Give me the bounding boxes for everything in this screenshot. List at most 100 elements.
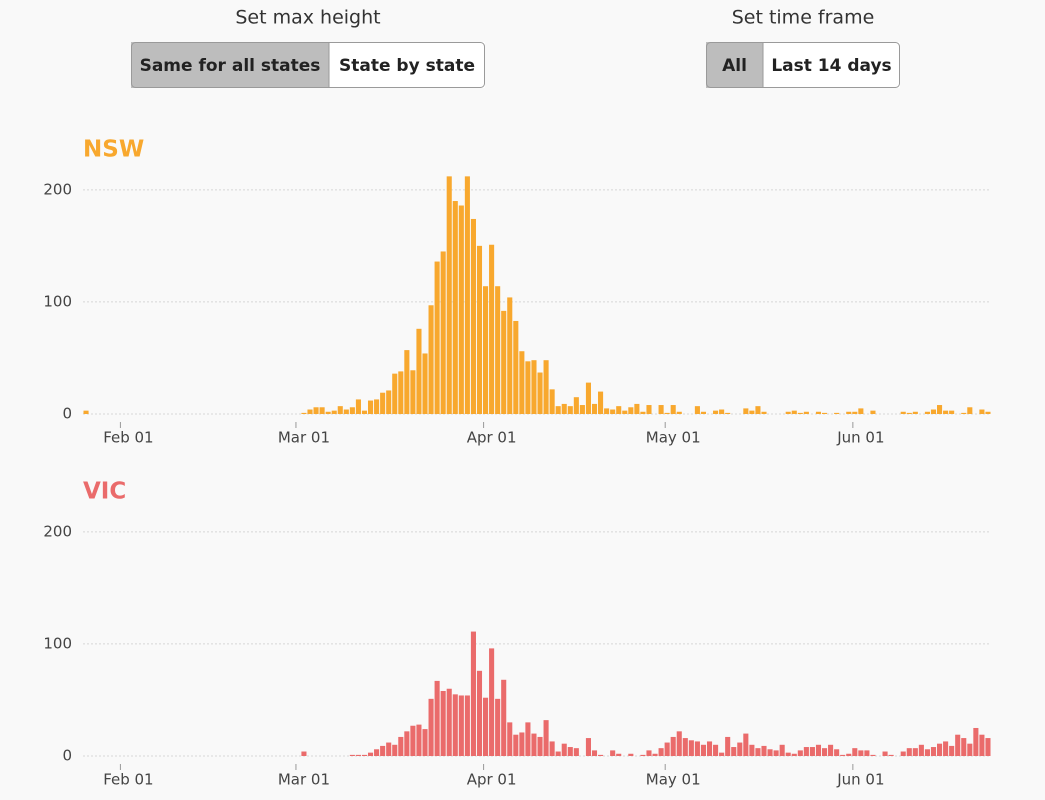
bar [640,411,646,414]
bar [501,679,507,756]
x-tick-label: Mar 01 [278,771,330,789]
bar [924,749,930,756]
bar [967,407,973,414]
bar [719,409,725,414]
toggle-label[interactable]: Last 14 days [771,56,891,76]
bar [573,397,579,414]
bar [858,750,864,756]
bar [943,741,949,756]
bar [870,754,876,756]
bar [658,405,664,414]
bar [319,407,325,414]
bar [688,740,694,756]
bar [713,744,719,756]
bar [634,403,640,414]
bar [852,411,858,414]
bar [985,411,991,414]
bar [367,400,374,414]
bar [610,409,616,414]
bar [476,245,483,414]
x-tick-label: Apr 01 [467,429,517,447]
toggle-button[interactable] [706,42,763,88]
bar [646,405,652,414]
bar [706,741,713,756]
toggle-label[interactable]: Same for all states [140,56,321,76]
bar [561,403,567,414]
bar [416,328,422,414]
bar [640,754,646,756]
bar [519,732,525,756]
bar [301,412,307,414]
bar [937,405,943,414]
bar [591,750,598,756]
bar [525,361,531,414]
bar [313,407,319,414]
bar [343,409,349,414]
bar [458,695,464,756]
bar [422,353,428,414]
bar [610,750,616,756]
bar [985,738,991,756]
bar [725,412,731,414]
bar [779,744,785,756]
bar [743,408,749,414]
bar [428,698,434,756]
bar [973,727,979,756]
bar [761,411,767,414]
bar [797,412,803,414]
bar [392,744,398,756]
bar [731,747,737,756]
bar [767,749,773,756]
bar [900,751,906,756]
bar [476,670,483,756]
bar [725,736,731,756]
x-tick-label: Mar 01 [278,429,330,447]
toggle-button[interactable] [131,42,329,88]
bar [380,745,386,756]
y-tick-label: 100 [43,634,72,652]
bar [834,412,840,414]
bar [961,412,967,414]
bar [664,742,670,756]
bar [579,405,585,414]
bar [374,749,380,756]
bar [906,412,912,414]
bar [573,748,579,756]
bar [670,736,676,756]
toggle-label[interactable]: State by state [339,56,475,76]
y-tick-label: 100 [43,292,72,310]
bar [828,744,834,756]
bar [307,409,313,414]
bar [743,733,749,756]
bar [452,694,458,756]
bar [967,743,973,756]
bar [543,360,549,414]
bar [628,753,634,756]
bar [803,411,809,414]
bar [694,741,700,756]
bar [404,350,410,414]
bar [537,372,543,414]
toggle-button[interactable] [329,42,485,88]
bar [555,751,561,756]
bar [355,754,361,756]
bar [979,409,985,414]
toggle-label[interactable]: All [722,56,747,76]
bar [815,744,822,756]
bar [446,688,452,756]
bar [930,747,937,756]
bar [483,286,489,414]
bar [682,738,688,756]
control-label: Set max height [235,7,380,29]
toggle-button[interactable] [763,42,900,88]
x-tick-label: Feb 01 [103,771,153,789]
bar [386,742,392,756]
bar [567,406,573,414]
bar [349,407,355,414]
bar [700,744,707,756]
x-tick-label: Feb 01 [103,429,153,447]
bar [864,750,870,756]
bar [809,747,815,756]
y-tick-label: 0 [62,405,72,423]
bar [616,406,622,414]
